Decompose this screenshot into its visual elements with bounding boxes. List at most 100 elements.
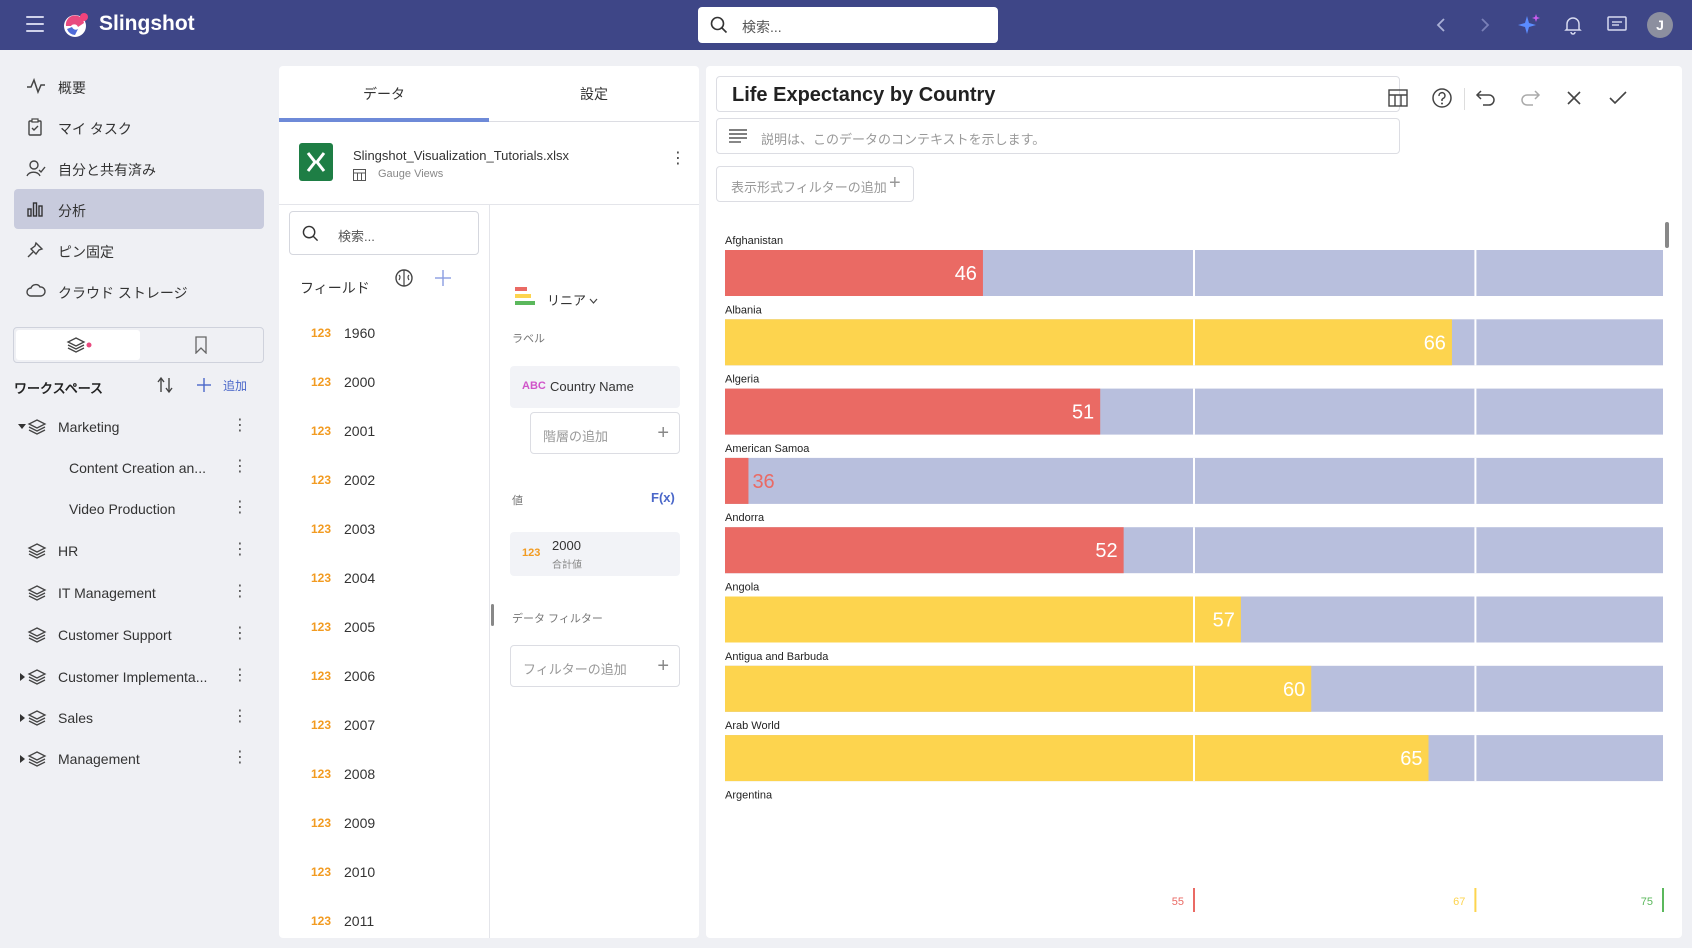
field-item[interactable]: 123 2003 <box>311 520 481 540</box>
sidebar-item-shared[interactable]: 自分と共有済み <box>14 148 264 188</box>
sidebar-item-overview[interactable]: 概要 <box>14 66 264 106</box>
field-item[interactable]: 123 2005 <box>311 618 481 638</box>
field-item[interactable]: 123 2007 <box>311 716 481 736</box>
sidebar-item-cloud-storage[interactable]: クラウド ストレージ <box>14 271 264 311</box>
back-button[interactable] <box>1428 12 1454 38</box>
more-options-icon[interactable]: ⋮ <box>232 499 248 516</box>
add-visual-filter-button[interactable]: 表示形式フィルターの追加 + <box>716 166 914 202</box>
field-search-placeholder: 検索... <box>338 229 375 244</box>
workspace-item[interactable]: HR ⋮ <box>0 533 260 569</box>
gauge-bar <box>725 457 749 504</box>
caret-right-icon[interactable] <box>20 714 25 722</box>
gauge-type-dropdown[interactable]: リニア <box>547 290 598 309</box>
workspace-item[interactable]: IT Management ⋮ <box>0 575 260 611</box>
caret-down-icon[interactable] <box>18 424 26 429</box>
more-options-icon[interactable]: ⋮ <box>232 541 248 558</box>
label-field-pill[interactable]: ABC Country Name <box>510 366 680 408</box>
sidebar-item-label: 概要 <box>58 80 86 96</box>
band-threshold-marker <box>1193 888 1195 912</box>
field-name: 2008 <box>344 766 376 782</box>
field-name: 2007 <box>344 717 376 733</box>
messages-button[interactable] <box>1604 12 1630 38</box>
sidebar-item-my-tasks[interactable]: マイ タスク <box>14 107 264 147</box>
tab-settings[interactable]: 設定 <box>580 86 608 102</box>
brain-icon[interactable] <box>393 267 415 289</box>
workspace-item[interactable]: Management ⋮ <box>0 741 260 777</box>
menu-icon[interactable] <box>26 16 44 32</box>
activity-icon <box>27 77 45 95</box>
value-field-name: 2000 <box>552 538 581 553</box>
notifications-button[interactable] <box>1560 12 1586 38</box>
viz-title-input[interactable]: Life Expectancy by Country <box>716 76 1400 112</box>
field-name: 2010 <box>344 864 376 880</box>
workspace-item[interactable]: Marketing ⋮ <box>0 409 260 445</box>
field-item[interactable]: 123 2011 <box>311 912 481 932</box>
tab-data[interactable]: データ <box>363 86 405 102</box>
chart-scrollbar[interactable] <box>1665 222 1669 248</box>
workspace-label: HR <box>58 543 79 559</box>
value-field-pill[interactable]: 123 2000 合計値 <box>510 532 680 576</box>
help-button[interactable] <box>1428 84 1456 112</box>
active-tab-indicator <box>279 118 489 122</box>
workspace-item[interactable]: Content Creation an... ⋮ <box>0 450 260 486</box>
formula-button[interactable]: F(x) <box>651 490 675 505</box>
field-name: 2003 <box>344 521 376 537</box>
field-list-scrollbar[interactable] <box>491 604 494 626</box>
add-field-plus-icon[interactable] <box>435 270 451 286</box>
more-options-icon[interactable]: ⋮ <box>232 708 248 725</box>
numeric-type-tag: 123 <box>311 865 332 879</box>
workspace-item[interactable]: Sales ⋮ <box>0 700 260 736</box>
category-label: Algeria <box>725 374 760 386</box>
bookmark-icon[interactable] <box>194 336 208 354</box>
viz-description-input[interactable]: 説明は、このデータのコンテキストを示します。 <box>716 118 1400 154</box>
field-item[interactable]: 123 2009 <box>311 814 481 834</box>
numeric-type-tag: 123 <box>311 669 332 683</box>
workspaces-tab[interactable] <box>16 330 140 360</box>
field-name: 1960 <box>344 325 376 341</box>
caret-right-icon[interactable] <box>20 673 25 681</box>
close-button[interactable] <box>1560 84 1588 112</box>
more-options-icon[interactable]: ⋮ <box>232 667 248 684</box>
band-divider <box>1474 457 1477 504</box>
workspace-item[interactable]: Video Production ⋮ <box>0 491 260 527</box>
field-item[interactable]: 123 2002 <box>311 471 481 491</box>
sort-icon[interactable] <box>155 376 175 394</box>
field-item[interactable]: 123 1960 <box>311 324 481 344</box>
more-options-icon[interactable]: ⋮ <box>232 583 248 600</box>
field-item[interactable]: 123 2010 <box>311 863 481 883</box>
numeric-type-tag: 123 <box>311 718 332 732</box>
field-item[interactable]: 123 2008 <box>311 765 481 785</box>
more-options-icon[interactable]: ⋮ <box>232 749 248 766</box>
field-item[interactable]: 123 2001 <box>311 422 481 442</box>
plus-icon[interactable] <box>197 378 211 392</box>
field-item[interactable]: 123 2000 <box>311 373 481 393</box>
data-table-button[interactable] <box>1384 84 1412 112</box>
add-filter-button[interactable]: フィルターの追加 + <box>510 645 680 687</box>
add-workspace-button[interactable]: 追加 <box>223 379 248 393</box>
sidebar-item-analytics[interactable]: 分析 <box>14 189 264 229</box>
confirm-button[interactable] <box>1604 84 1632 112</box>
workspace-item[interactable]: Customer Support ⋮ <box>0 617 260 653</box>
more-options-icon[interactable]: ⋮ <box>232 625 248 642</box>
band-threshold-marker <box>1662 888 1664 912</box>
more-options-icon[interactable]: ⋮ <box>232 417 248 434</box>
workspace-view-toggle <box>13 327 264 363</box>
label-section-title: ラベル <box>512 333 545 345</box>
ai-assistant-button[interactable] <box>1516 12 1542 38</box>
field-item[interactable]: 123 2004 <box>311 569 481 589</box>
sidebar-item-label: 分析 <box>58 203 86 219</box>
forward-button[interactable] <box>1472 12 1498 38</box>
caret-right-icon[interactable] <box>20 755 25 763</box>
gauge-bar <box>725 596 1241 643</box>
field-search-input[interactable]: 検索... <box>289 211 479 255</box>
undo-button[interactable] <box>1472 84 1500 112</box>
more-options-icon[interactable]: ⋮ <box>232 458 248 475</box>
add-hierarchy-button[interactable]: 階層の追加 + <box>530 412 680 454</box>
redo-button[interactable] <box>1516 84 1544 112</box>
workspace-item[interactable]: Customer Implementa... ⋮ <box>0 659 260 695</box>
sidebar-item-pinned[interactable]: ピン固定 <box>14 230 264 270</box>
global-search-input[interactable]: 検索... <box>698 7 998 43</box>
more-options-icon[interactable]: ⋮ <box>670 150 686 167</box>
field-item[interactable]: 123 2006 <box>311 667 481 687</box>
user-avatar[interactable]: J <box>1647 12 1673 38</box>
